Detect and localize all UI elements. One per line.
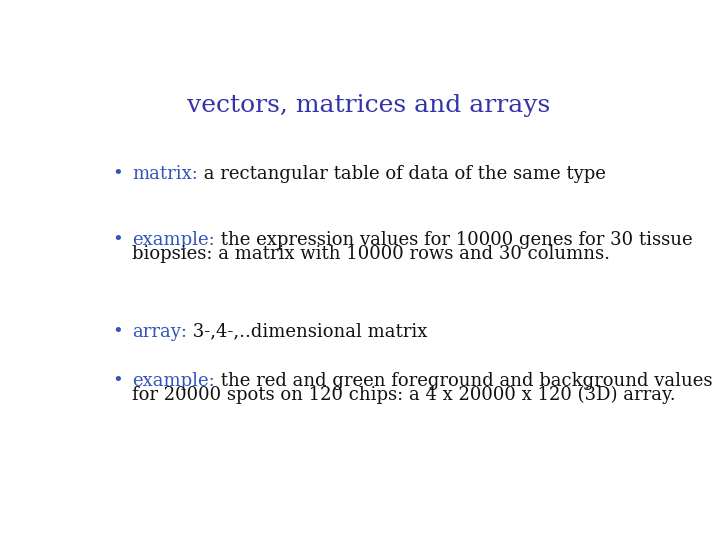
Text: vectors, matrices and arrays: vectors, matrices and arrays [187, 94, 551, 117]
Text: 3-,4-,..dimensional matrix: 3-,4-,..dimensional matrix [187, 322, 427, 341]
Text: the expression values for 10000 genes for 30 tissue: the expression values for 10000 genes fo… [215, 231, 692, 249]
Text: the red and green foreground and background values: the red and green foreground and backgro… [215, 373, 712, 390]
Text: for 20000 spots on 120 chips: a 4 x 20000 x 120 (3D) array.: for 20000 spots on 120 chips: a 4 x 2000… [132, 386, 675, 404]
Text: example:: example: [132, 231, 215, 249]
Text: •: • [112, 373, 123, 390]
Text: array:: array: [132, 322, 187, 341]
Text: a rectangular table of data of the same type: a rectangular table of data of the same … [198, 165, 606, 183]
Text: biopsies: a matrix with 10000 rows and 30 columns.: biopsies: a matrix with 10000 rows and 3… [132, 245, 610, 262]
Text: •: • [112, 165, 123, 183]
Text: matrix:: matrix: [132, 165, 198, 183]
Text: example:: example: [132, 373, 215, 390]
Text: •: • [112, 231, 123, 249]
Text: •: • [112, 322, 123, 341]
